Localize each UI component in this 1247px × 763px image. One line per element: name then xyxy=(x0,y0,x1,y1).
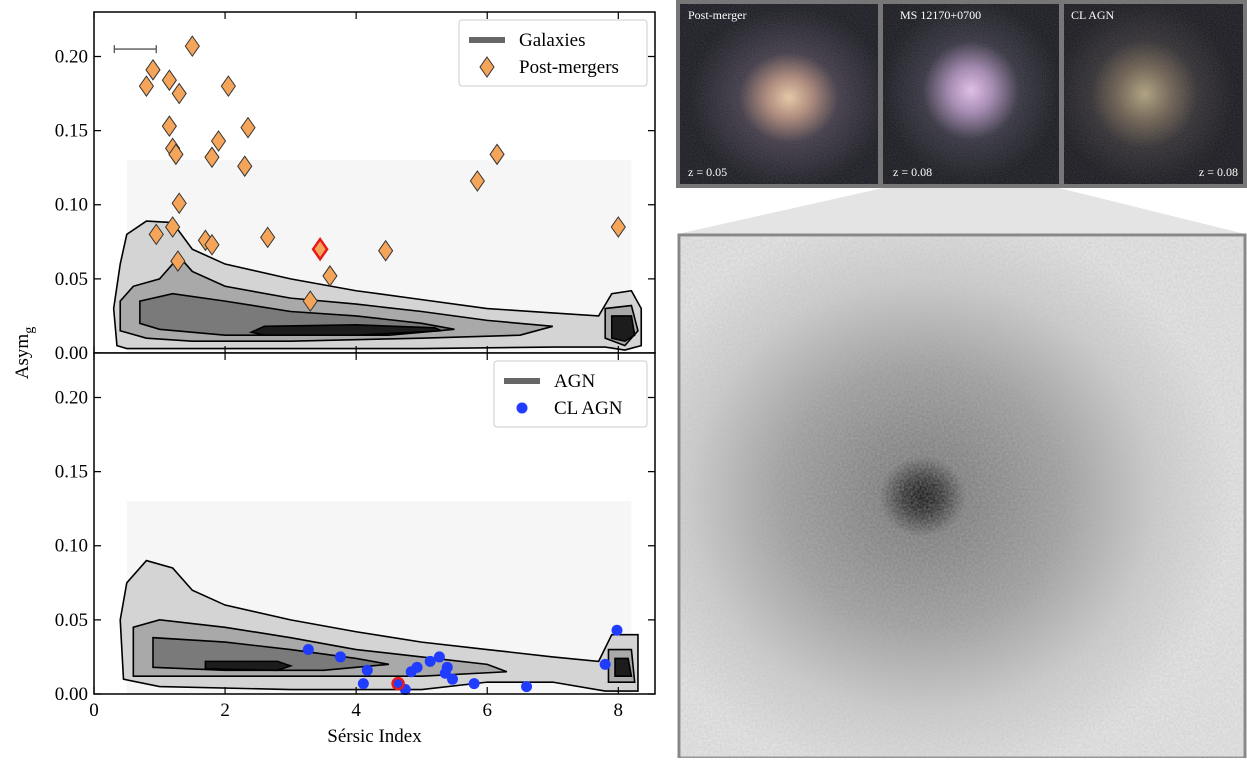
contour xyxy=(610,315,636,342)
y-axis-label-text: Asym xyxy=(12,334,33,380)
marker xyxy=(161,69,177,92)
marker xyxy=(611,624,623,636)
marker xyxy=(489,143,505,166)
legend-marker xyxy=(516,402,528,414)
contour xyxy=(248,324,442,337)
marker xyxy=(260,226,276,249)
y-tick-label: 0.10 xyxy=(55,195,88,216)
thumbnail-redshift: z = 0.08 xyxy=(1199,165,1238,179)
plots: 0.00 0.05 0.10 0.15 0.20 Galaxies Post-mergers… xyxy=(12,11,656,747)
marker xyxy=(210,130,227,152)
marker xyxy=(237,155,253,178)
marker xyxy=(521,681,533,693)
marker xyxy=(204,233,220,256)
error-bar xyxy=(113,45,157,54)
thumbnail-noise xyxy=(883,4,1059,184)
marker xyxy=(184,35,200,57)
axes-frame xyxy=(93,352,656,695)
contour xyxy=(204,660,294,672)
marker xyxy=(378,239,394,262)
legend-label: Post-mergers xyxy=(519,57,619,78)
marker xyxy=(165,216,181,238)
marker xyxy=(361,664,373,676)
marker xyxy=(468,678,480,690)
y-axis-label-subscript: g xyxy=(22,327,37,334)
y-tick-label: 0.15 xyxy=(55,462,88,483)
marker xyxy=(168,143,184,166)
marker xyxy=(424,655,436,667)
legend-box xyxy=(458,19,648,87)
marker xyxy=(170,250,186,272)
y-tick-label: 0.15 xyxy=(55,121,88,142)
y-tick-label: 0.00 xyxy=(55,684,88,705)
y-tick-label: 0.20 xyxy=(55,46,88,67)
marker xyxy=(302,290,318,312)
y-tick-label: 0.05 xyxy=(55,610,88,631)
y-tick-label: 0.00 xyxy=(55,343,88,364)
marker xyxy=(240,116,256,139)
marker xyxy=(433,651,445,663)
marker xyxy=(220,75,236,98)
y-tick-label: 0.20 xyxy=(55,387,88,408)
contour xyxy=(614,657,633,678)
thumbnail-label: MS 12170+0700 xyxy=(900,8,981,22)
marker xyxy=(148,223,164,246)
marker xyxy=(322,265,338,287)
marker xyxy=(161,115,177,138)
x-tick-label: 2 xyxy=(220,700,230,721)
legend-label: AGN xyxy=(554,371,595,392)
marker xyxy=(145,58,161,81)
marker xyxy=(171,82,187,105)
thumbnail-redshift: z = 0.08 xyxy=(893,165,932,179)
marker xyxy=(302,644,314,656)
thumbnail-label: Post-merger xyxy=(688,8,746,22)
marker xyxy=(311,237,329,262)
y-tick-label: 0.10 xyxy=(55,536,88,557)
legend-box xyxy=(493,360,648,428)
legend-label: Galaxies xyxy=(519,30,585,51)
zoom-connector xyxy=(678,188,1245,234)
marker xyxy=(446,673,458,685)
x-tick-label: 0 xyxy=(89,700,99,721)
legend-label: CL AGN xyxy=(554,398,623,419)
y-axis-label: Asymg xyxy=(12,327,37,379)
x-tick-label: 4 xyxy=(351,700,361,721)
marker xyxy=(357,678,369,690)
marker xyxy=(138,75,155,98)
legend-marker xyxy=(479,56,495,78)
zoom-noise xyxy=(681,237,1243,758)
marker xyxy=(599,658,611,670)
x-axis-label: Sérsic Index xyxy=(327,726,422,747)
marker xyxy=(411,661,423,673)
marker xyxy=(391,676,405,691)
y-tick-label: 0.05 xyxy=(55,269,88,290)
marker xyxy=(171,192,187,215)
x-tick-label: 6 xyxy=(482,700,492,721)
marker xyxy=(334,651,346,663)
thumbnails: Post-merger z = 0.05 MS 12170+0700 z = 0… xyxy=(676,0,1247,188)
thumbnail-noise xyxy=(680,4,878,184)
thumbnail-redshift: z = 0.05 xyxy=(688,165,727,179)
thumbnail-label: CL AGN xyxy=(1071,8,1115,22)
marker xyxy=(469,170,486,192)
marker xyxy=(204,146,220,169)
thumbnail-noise xyxy=(1064,4,1243,184)
x-tick-label: 8 xyxy=(614,700,624,721)
marker xyxy=(610,216,626,238)
